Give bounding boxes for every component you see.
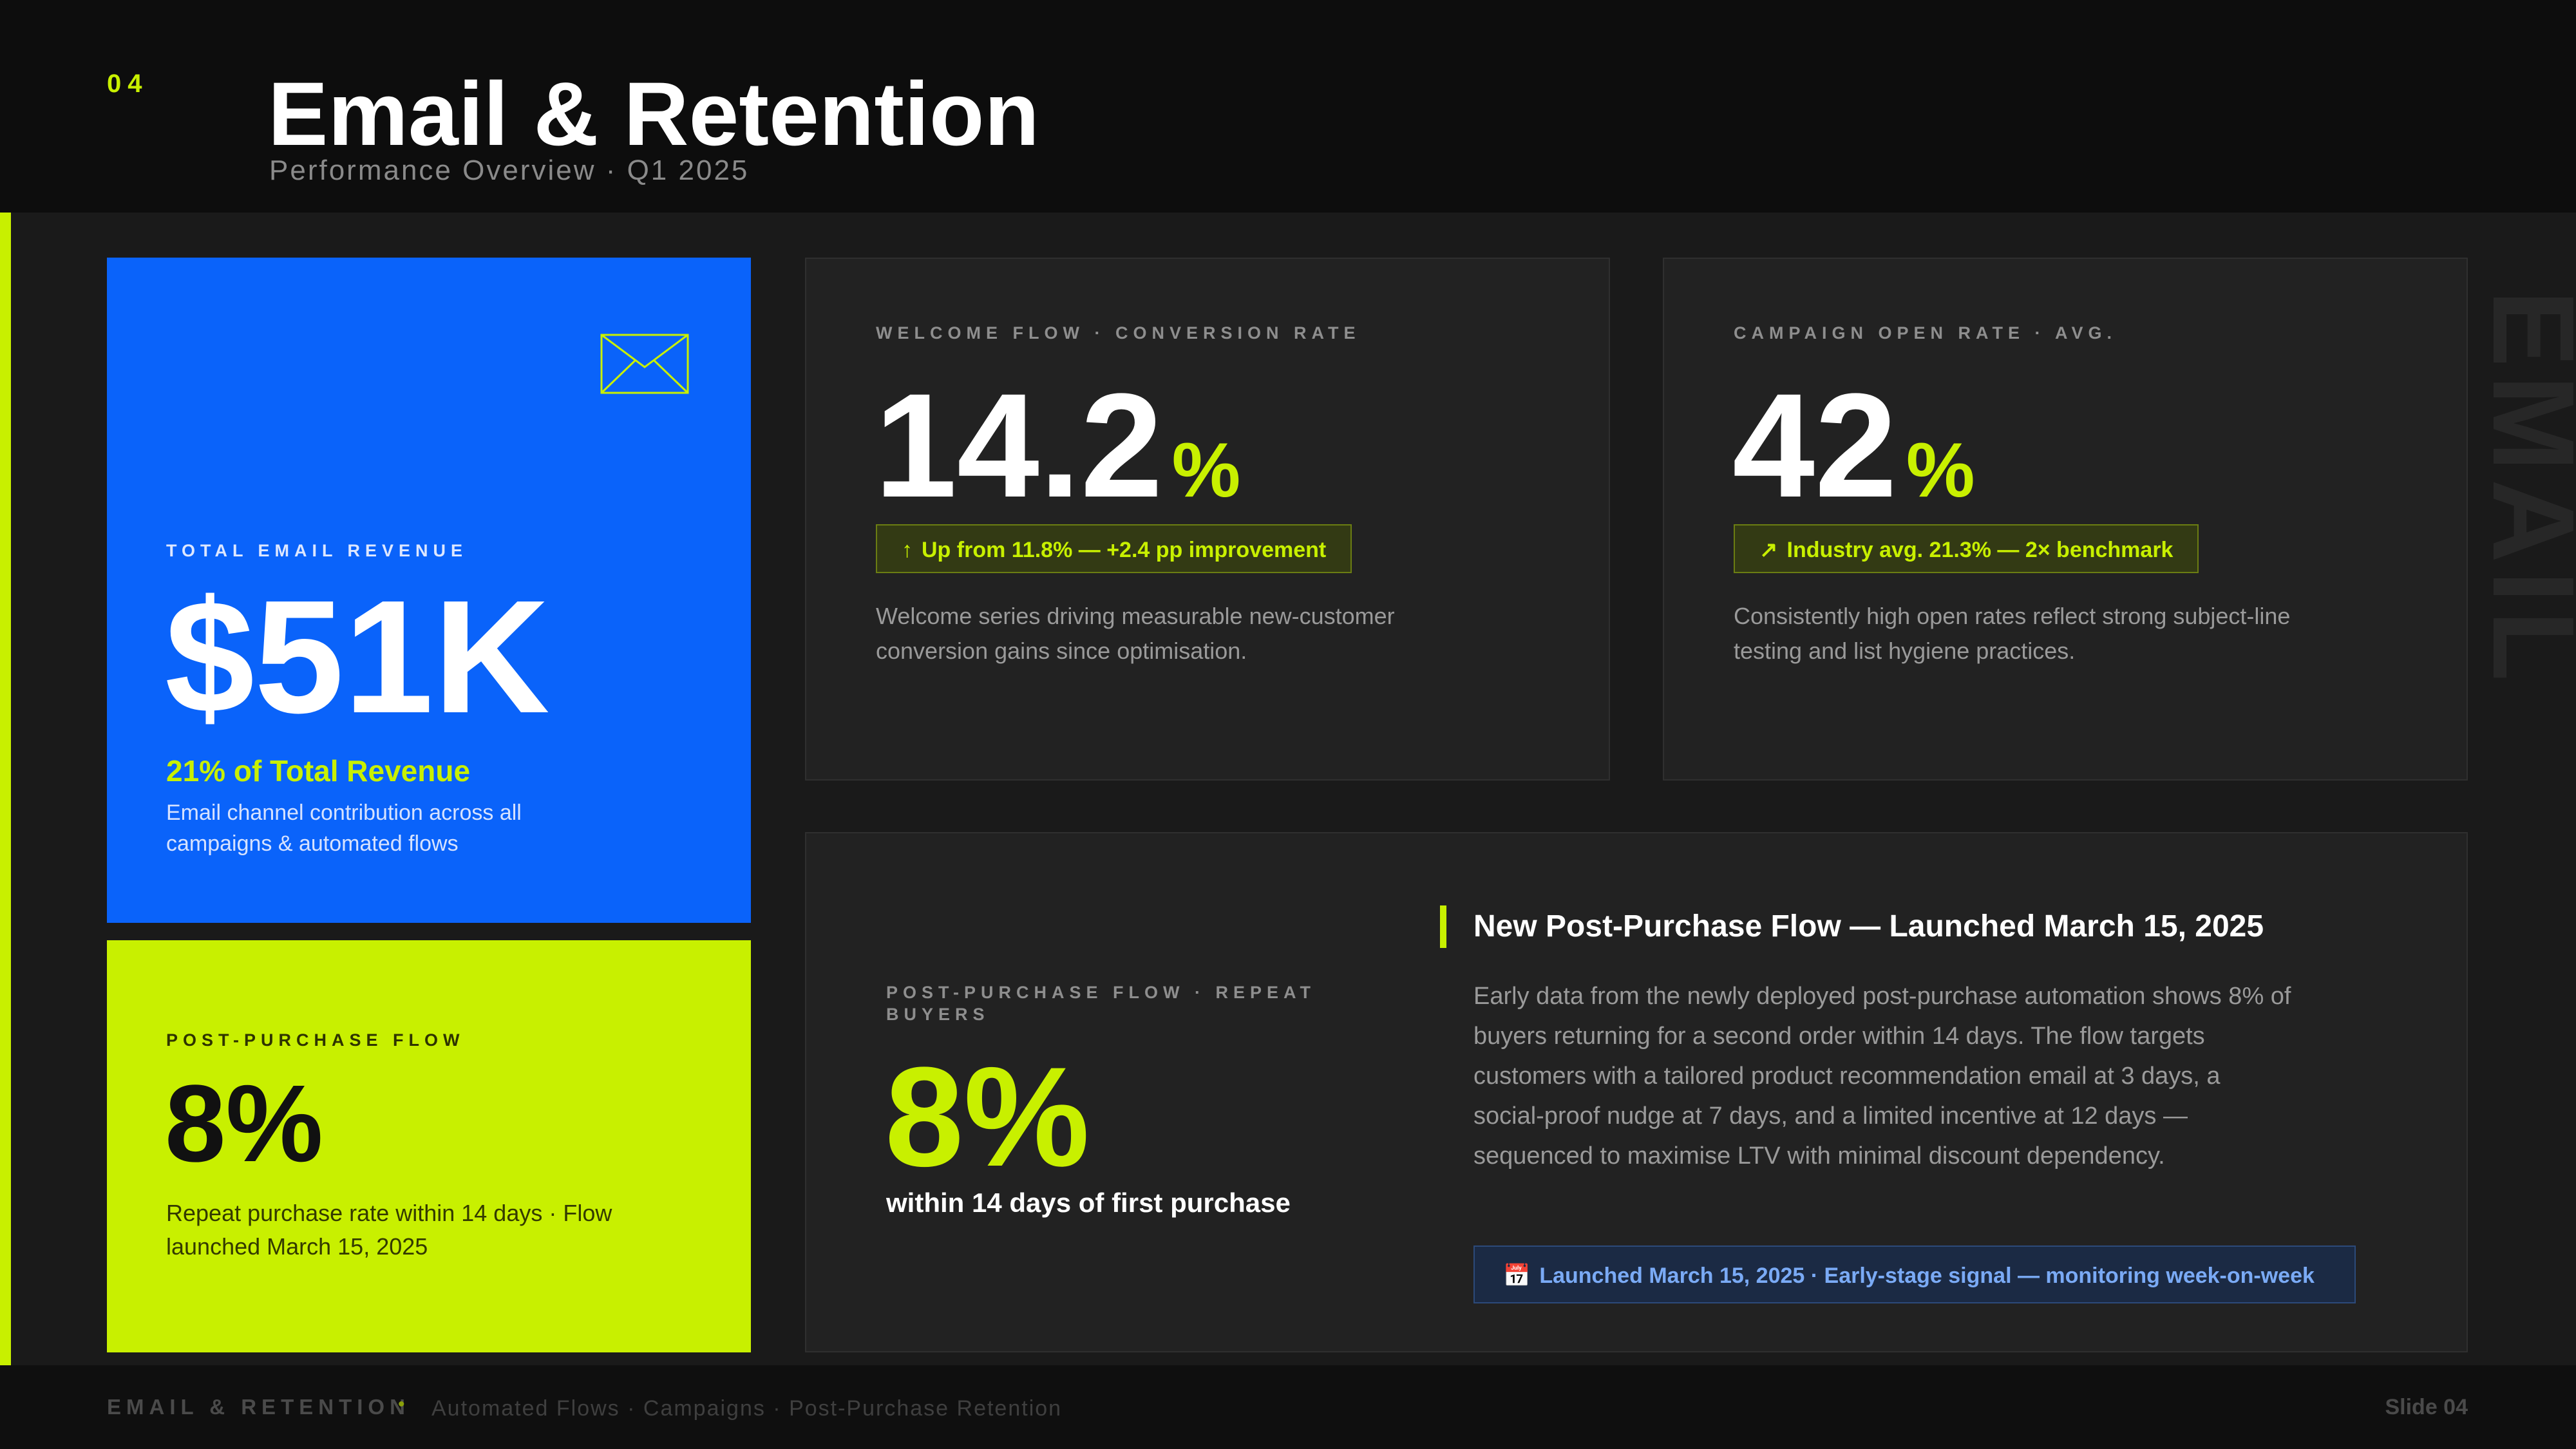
open-rate-badge: ↗ Industry avg. 21.3% — 2× benchmark: [1734, 524, 2199, 573]
envelope-icon: [600, 334, 689, 394]
launch-badge: 📅 Launched March 15, 2025 · Early-stage s…: [1473, 1245, 2356, 1303]
footer-separator: •: [398, 1394, 405, 1415]
headline-accent-bar: [1440, 905, 1446, 948]
total-revenue-card: TOTAL EMAIL REVENUE $51K 21% of Total Re…: [107, 258, 751, 923]
flow-headline: New Post-Purchase Flow — Launched March …: [1473, 909, 2264, 943]
page-subtitle: Performance Overview · Q1 2025: [269, 155, 750, 186]
open-rate-number: 42: [1732, 363, 1897, 528]
page-title: Email & Retention: [268, 63, 1039, 164]
post-purchase-label: POST-PURCHASE FLOW: [166, 1030, 465, 1050]
welcome-flow-label: WELCOME FLOW · CONVERSION RATE: [876, 323, 1361, 343]
repeat-buyers-value: 8%: [885, 1037, 1090, 1196]
open-rate-unit: %: [1906, 427, 1975, 513]
welcome-flow-description: Welcome series driving measurable new-cu…: [876, 603, 1395, 664]
post-purchase-card: POST-PURCHASE FLOW 8% Repeat purchase ra…: [107, 940, 751, 1352]
open-rate-card: CAMPAIGN OPEN RATE · AVG. 42% ↗ Industry …: [1663, 258, 2468, 781]
repeat-buyers-subtext: within 14 days of first purchase: [886, 1188, 1291, 1218]
post-purchase-value: 8%: [165, 1063, 323, 1185]
email-watermark: EMAIL: [2468, 290, 2576, 689]
welcome-flow-value: 14.2%: [875, 368, 1240, 547]
open-rate-badge-text: Industry avg. 21.3% — 2× benchmark: [1786, 538, 2174, 562]
footer-section: EMAIL & RETENTION: [107, 1395, 410, 1419]
slide-header: 04 Email & Retention Performance Overvie…: [0, 0, 2576, 213]
welcome-flow-unit: %: [1171, 427, 1241, 513]
welcome-flow-badge: ↑ Up from 11.8% — +2.4 pp improvement: [876, 524, 1352, 573]
welcome-flow-card: WELCOME FLOW · CONVERSION RATE 14.2% ↑ Up…: [805, 258, 1610, 781]
welcome-flow-badge-text: Up from 11.8% — +2.4 pp improvement: [922, 538, 1327, 562]
slide-number: 04: [107, 70, 149, 98]
accent-bar: [0, 213, 11, 1365]
trend-up-icon: ↗: [1759, 538, 1778, 562]
footer-slide-number: Slide 04: [2385, 1395, 2468, 1419]
revenue-description: Email channel contribution across all ca…: [166, 800, 522, 856]
slide-footer: EMAIL & RETENTION • Automated Flows · Ca…: [0, 1365, 2576, 1449]
revenue-share: 21% of Total Revenue: [166, 754, 471, 788]
arrow-up-icon: ↑: [902, 538, 913, 562]
repeat-buyers-label: POST-PURCHASE FLOW · REPEAT BUYERS: [886, 983, 1316, 1024]
open-rate-description: Consistently high open rates reflect str…: [1734, 603, 2291, 664]
flow-description: Early data from the newly deployed post-…: [1473, 983, 2291, 1170]
revenue-label: TOTAL EMAIL REVENUE: [166, 541, 468, 560]
open-rate-value: 42%: [1732, 368, 1975, 547]
revenue-value: $51K: [165, 567, 550, 746]
launch-badge-text: Launched March 15, 2025 · Early-stage si…: [1539, 1264, 2315, 1288]
post-purchase-detail-card: POST-PURCHASE FLOW · REPEAT BUYERS 8% wi…: [805, 832, 2468, 1352]
post-purchase-description: Repeat purchase rate within 14 days · Fl…: [166, 1200, 612, 1260]
calendar-icon: 📅: [1503, 1264, 1531, 1288]
footer-topics: Automated Flows · Campaigns · Post-Purch…: [431, 1396, 1063, 1421]
welcome-flow-number: 14.2: [875, 363, 1163, 528]
open-rate-label: CAMPAIGN OPEN RATE · AVG.: [1734, 323, 2117, 343]
